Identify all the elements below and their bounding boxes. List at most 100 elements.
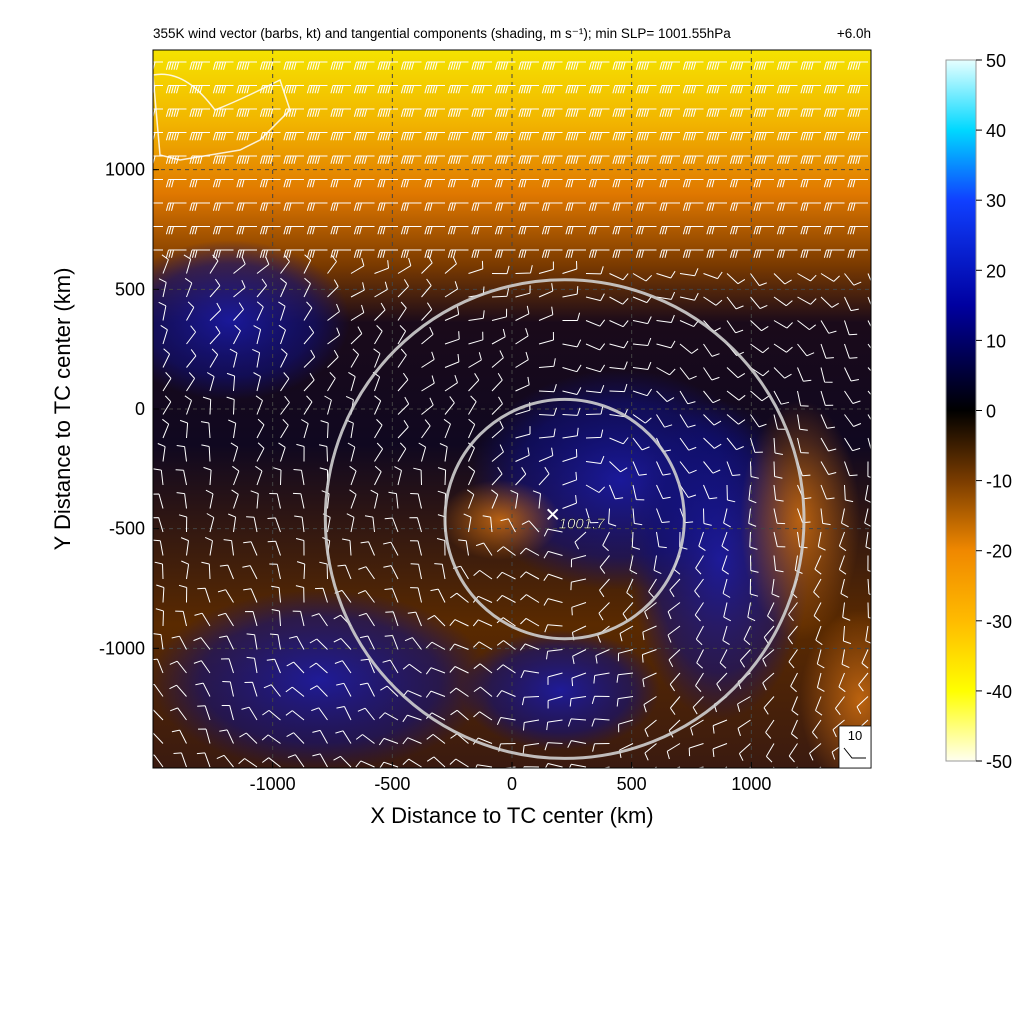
wind-barb [153,539,164,556]
wind-barb [223,539,234,556]
wind-barb [706,226,727,235]
wind-barb [400,132,422,141]
wind-barb [729,85,751,94]
wind-barb [523,766,540,768]
wind-barb [327,372,336,392]
wind-barb [844,273,862,286]
wind-barb [635,132,657,141]
wind-barb [695,625,704,646]
wind-barb [189,249,210,258]
wind-barb [233,279,246,298]
wind-barb [602,531,610,552]
wind-barb [221,705,234,721]
wind-barb [773,414,786,430]
wind-barb [255,395,263,415]
wind-barb [496,571,516,580]
wind-barb [296,561,306,580]
wind-barb [236,249,257,258]
wind-barb [813,578,822,599]
wind-barb [424,179,445,188]
wind-barb [694,602,704,622]
wind-barb [703,437,722,449]
wind-barb [303,277,311,298]
wind-barb [562,495,577,509]
wind-barb [726,437,744,451]
wind-barb [591,718,610,727]
wind-barb [400,108,422,117]
wind-barb [471,61,492,70]
wind-barb [426,734,446,744]
wind-barb [750,437,763,453]
wind-barb [609,296,629,305]
tangential-wind-shading [153,50,871,768]
wind-barb [444,353,460,368]
wind-barb [753,202,774,211]
reference-barb-glyph [843,747,866,759]
wind-barb [840,578,849,598]
wind-barb [737,719,751,737]
wind-barb [800,132,821,141]
wind-barb [692,696,704,715]
wind-barb [612,132,633,141]
wind-barb [712,719,728,734]
colorbar-gradient [945,59,977,762]
wind-barb [867,367,871,372]
wind-barb [447,61,469,70]
wind-barb [565,108,586,117]
wind-barb [318,444,328,462]
colorbar-tick-label: 20 [986,261,1006,281]
wind-barb [585,319,606,327]
wind-barb [280,372,290,392]
wind-barb [162,395,172,415]
wind-barb [253,325,262,345]
wind-barb [491,288,510,298]
wind-barb [695,555,704,575]
wind-barb [327,303,340,321]
wind-barb [515,376,530,392]
wind-barb [447,108,469,117]
wind-barb [750,273,767,287]
wind-barb [572,649,587,665]
wind-barb [193,637,211,650]
wind-barb [844,296,859,312]
wind-barb [800,226,821,235]
wind-barb [400,179,422,188]
wind-barb [447,226,469,235]
wind-barb [773,484,784,502]
wind-barb [864,484,871,504]
wind-barb [259,202,281,211]
wind-barb [377,249,398,258]
wind-barb [205,489,214,509]
wind-barb [153,61,163,70]
wind-barb [176,492,187,509]
wind-barb [342,538,352,556]
wind-barb [189,202,210,211]
wind-barb [538,358,556,368]
wind-barb [402,737,422,745]
wind-barb [562,407,581,416]
wind-barb [776,202,798,211]
wind-barb [541,179,563,188]
wind-barb [330,226,351,235]
wind-barb [847,108,868,117]
wind-barb [283,179,304,188]
wind-barb [421,375,435,392]
wind-barb [823,108,845,117]
wind-barb [359,682,375,697]
wind-barb [158,278,167,298]
wind-barb [844,390,861,404]
wind-barb [437,467,447,486]
wind-barb [867,320,871,328]
wind-barb [626,578,634,599]
wind-barb [823,85,845,94]
wind-barb [765,743,775,763]
wind-barb [402,714,422,723]
wind-barb [404,637,422,650]
wind-barb [153,132,163,141]
wind-barb [753,61,774,70]
wind-barb [842,602,851,621]
wind-barb [814,555,822,575]
wind-barb [156,584,165,603]
wind-barb [609,383,628,393]
colorbar-tick-label: -40 [986,682,1012,702]
